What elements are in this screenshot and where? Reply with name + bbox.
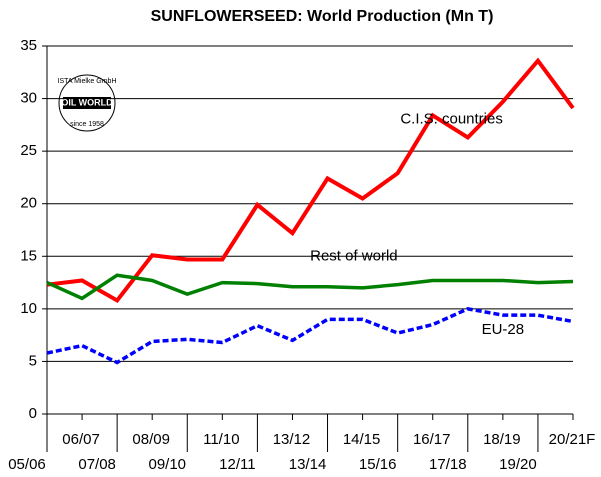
y-tick-label: 30 [20, 90, 37, 107]
x-tick-label: 11/10 [203, 431, 239, 448]
x-tick-label: 15/16 [359, 456, 397, 473]
x-tick-label: 06/07 [62, 431, 100, 448]
y-tick-label: 25 [20, 142, 37, 159]
x-tick-label: 08/09 [132, 431, 170, 448]
chart-title: SUNFLOWERSEED: World Production (Mn T) [151, 8, 494, 25]
x-tick-label: 18/19 [483, 431, 521, 448]
x-tick-label: 13/14 [289, 456, 327, 473]
y-tick-label: 35 [20, 37, 37, 54]
y-tick-label: 20 [20, 195, 37, 212]
series-label: EU-28 [482, 321, 525, 338]
logo-top: ISTA Mielke GmbH [58, 78, 117, 85]
x-tick-label: 19/20 [499, 456, 537, 473]
logo-name: OIL WORLD [61, 97, 113, 107]
logo-band [63, 97, 111, 109]
x-tick-label: 17/18 [429, 456, 467, 473]
x-tick-label: 09/10 [148, 456, 186, 473]
x-tick-label: 07/08 [78, 456, 116, 473]
logo: ISTA Mielke GmbH OIL WORLD since 1958 [58, 74, 117, 132]
y-tick-label: 5 [29, 352, 37, 369]
line-series [46, 307, 574, 365]
line-series [46, 273, 574, 301]
series-label: C.I.S. countries [400, 111, 503, 128]
line-series [46, 57, 575, 304]
y-tick-label: 0 [29, 405, 37, 422]
x-tick-label: 05/06 [8, 456, 46, 473]
x-tick-label: 12/11 [219, 456, 255, 473]
y-tick-label: 15 [20, 247, 37, 264]
x-tick-label: 16/17 [413, 431, 451, 448]
x-tick-label: 13/12 [273, 431, 311, 448]
logo-bottom: since 1958 [70, 121, 104, 128]
series-label: Rest of world [310, 247, 398, 264]
x-tick-label: 20/21F [549, 431, 596, 448]
y-tick-label: 10 [20, 300, 37, 317]
x-tick-label: 14/15 [343, 431, 381, 448]
